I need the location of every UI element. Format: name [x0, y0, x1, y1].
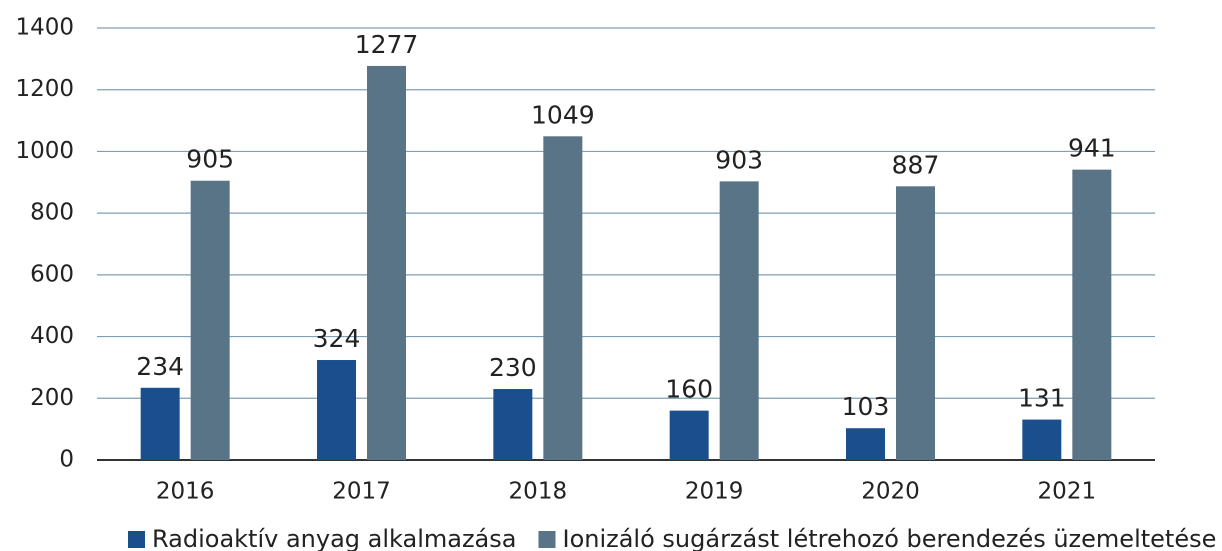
y-tick-label: 1000 — [15, 138, 74, 164]
legend-label: Ionizáló sugárzást létrehozó berendezés … — [562, 525, 1216, 551]
value-label: 230 — [489, 353, 537, 382]
bar — [846, 428, 885, 460]
x-tick-label: 2021 — [1038, 479, 1097, 505]
value-label: 324 — [313, 324, 361, 353]
bar — [493, 389, 533, 460]
bar — [669, 410, 709, 460]
x-tick-label: 2019 — [685, 479, 744, 505]
x-tick-label: 2018 — [509, 479, 568, 505]
bar — [719, 181, 759, 461]
bar — [317, 360, 356, 460]
legend-swatch — [128, 531, 145, 548]
y-tick-label: 0 — [59, 447, 74, 473]
legend-label: Radioaktív anyag alkalmazása — [152, 525, 516, 551]
value-label: 131 — [1018, 384, 1066, 413]
value-label: 1277 — [355, 30, 419, 59]
x-tick-label: 2020 — [861, 479, 920, 505]
legend-swatch — [538, 531, 556, 548]
value-label: 160 — [665, 375, 713, 404]
bar — [543, 136, 583, 460]
y-tick-label: 1200 — [15, 76, 74, 102]
y-tick-label: 600 — [30, 261, 74, 287]
value-label: 941 — [1068, 134, 1116, 163]
bar — [1072, 169, 1112, 461]
value-label: 905 — [186, 145, 234, 174]
bar — [1022, 419, 1062, 460]
value-label: 103 — [842, 392, 890, 421]
y-tick-label: 400 — [30, 323, 74, 349]
x-tick-label: 2016 — [156, 479, 215, 505]
bar — [367, 65, 406, 460]
bar — [140, 387, 180, 460]
y-tick-label: 1400 — [15, 15, 74, 41]
y-tick-label: 200 — [30, 385, 74, 411]
y-tick-label: 800 — [30, 200, 74, 226]
value-label: 234 — [136, 352, 184, 381]
value-label: 903 — [715, 145, 763, 174]
value-label: 887 — [892, 150, 940, 179]
x-tick-label: 2017 — [332, 479, 391, 505]
bar — [896, 186, 935, 460]
value-label: 1049 — [531, 100, 595, 129]
bar — [190, 180, 230, 460]
